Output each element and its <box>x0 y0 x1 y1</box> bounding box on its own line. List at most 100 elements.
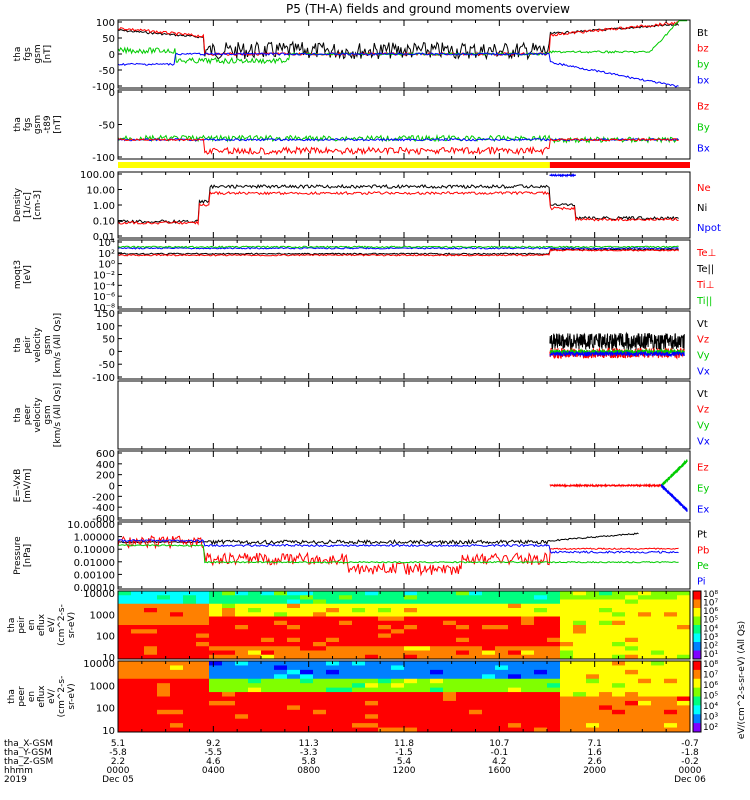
heatmap-cell <box>495 633 509 639</box>
heatmap-cell <box>300 629 314 634</box>
heatmap-cell <box>196 612 210 617</box>
ephemeris-value: 5.1 <box>111 739 125 749</box>
y-tick-label: 10.00 <box>86 186 115 197</box>
heatmap-cell <box>469 642 483 647</box>
heatmap-cell <box>157 629 171 634</box>
heatmap-cell <box>144 654 158 660</box>
heatmap-cell <box>352 727 366 733</box>
heatmap-cell <box>625 687 639 693</box>
heatmap-cell <box>508 654 522 660</box>
heatmap-cell <box>274 714 288 720</box>
heatmap-cell <box>404 692 418 697</box>
heatmap-cell <box>118 642 132 647</box>
heatmap-cell <box>248 595 262 600</box>
y-label-line: gsm <box>43 405 53 424</box>
heatmap-cell <box>651 633 665 639</box>
heatmap-cell <box>456 687 470 693</box>
heatmap-cell <box>625 714 639 720</box>
heatmap-cell <box>495 718 509 724</box>
heatmap-cell <box>209 687 223 693</box>
colorbar-tick: 10¹ <box>703 650 718 660</box>
heatmap-cell <box>547 591 561 596</box>
heatmap-cell <box>443 723 457 729</box>
heatmap-cell <box>495 595 509 600</box>
heatmap-cell <box>209 654 223 660</box>
heatmap-cell <box>586 637 600 643</box>
heatmap-cell <box>261 646 275 651</box>
heatmap-cell <box>469 637 483 643</box>
heatmap-cell <box>157 612 171 617</box>
heatmap-cell <box>235 665 249 671</box>
heatmap-cell <box>443 709 457 715</box>
ni-line <box>117 183 679 224</box>
heatmap-cell <box>118 714 132 720</box>
heatmap-cell <box>339 661 353 666</box>
heatmap-cell <box>599 678 613 684</box>
heatmap-cell <box>482 661 496 666</box>
heatmap-cell <box>547 603 561 609</box>
heatmap-cell <box>677 591 691 596</box>
heatmap-cell <box>469 633 483 639</box>
heatmap-cell <box>664 612 678 617</box>
heatmap-cell <box>144 608 158 613</box>
heatmap-cell <box>612 700 626 706</box>
heatmap-cell <box>573 625 587 630</box>
heatmap-cell <box>664 723 678 729</box>
heatmap-cell <box>287 696 301 702</box>
heatmap-cell <box>352 669 366 675</box>
heatmap-cell <box>144 650 158 656</box>
heatmap-cell <box>651 612 665 617</box>
y-tick-label: 100 <box>96 18 115 29</box>
heatmap-cell <box>664 620 678 626</box>
y-tick-label: 10⁴ <box>98 238 115 249</box>
heatmap-cell <box>638 629 652 634</box>
heatmap-cell <box>417 595 431 600</box>
heatmap-cell <box>677 642 691 647</box>
heatmap-cell <box>261 705 275 711</box>
heatmap-cell <box>326 674 340 680</box>
heatmap-cell <box>365 642 379 647</box>
heatmap-cell <box>625 625 639 630</box>
colorbar-frame <box>692 590 702 660</box>
heatmap-cell <box>443 620 457 626</box>
heatmap-cell <box>521 599 535 605</box>
heatmap-cell <box>144 642 158 647</box>
heatmap-cell <box>287 718 301 724</box>
heatmap-cell <box>404 723 418 729</box>
heatmap-cell <box>482 727 496 733</box>
heatmap-cell <box>144 700 158 706</box>
heatmap-cell <box>196 678 210 684</box>
y-label-line: fgs <box>23 47 33 61</box>
heatmap-cell <box>456 642 470 647</box>
heatmap-cell <box>495 654 509 660</box>
heatmap-cell <box>287 669 301 675</box>
heatmap-cell <box>547 642 561 647</box>
y-label-line: gsm <box>33 44 43 63</box>
heatmap-cell <box>209 612 223 617</box>
heatmap-cell <box>560 678 574 684</box>
heatmap-cell <box>534 591 548 596</box>
heatmap-cell <box>599 709 613 715</box>
heatmap-cell <box>495 591 509 596</box>
heatmap-cell <box>352 595 366 600</box>
heatmap-cell <box>495 709 509 715</box>
ephemeris-value: 4.6 <box>206 757 221 767</box>
heatmap-cell <box>404 646 418 651</box>
colorbar-segment <box>693 723 701 733</box>
heatmap-cell <box>430 625 444 630</box>
heatmap-cell <box>612 709 626 715</box>
colorbar-segment <box>693 642 701 651</box>
heatmap-cell <box>391 595 405 600</box>
heatmap-cell <box>300 599 314 605</box>
heatmap-cell <box>586 654 600 660</box>
heatmap-cell <box>287 705 301 711</box>
heatmap-cell <box>508 650 522 656</box>
heatmap-cell <box>157 603 171 609</box>
heatmap-cell <box>287 646 301 651</box>
heatmap-cell <box>547 633 561 639</box>
heatmap-cell <box>235 612 249 617</box>
heatmap-cell <box>534 599 548 605</box>
heatmap-cell <box>118 661 132 666</box>
heatmap-cell <box>196 646 210 651</box>
heatmap-cell <box>625 629 639 634</box>
